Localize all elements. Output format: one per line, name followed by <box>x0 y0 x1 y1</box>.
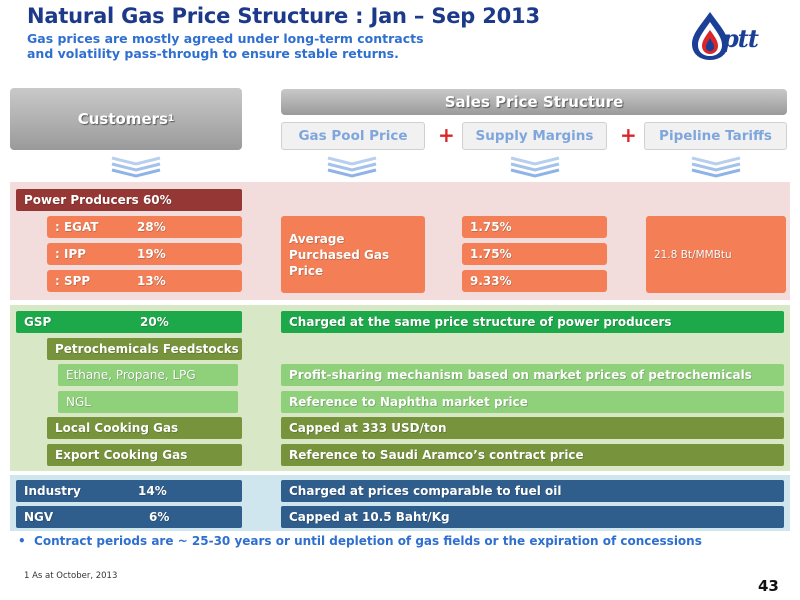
ngl: NGL <box>58 391 238 413</box>
customers-footnote-marker: 1 <box>167 114 175 124</box>
ngv-note: Capped at 10.5 Baht/Kg <box>281 506 784 528</box>
plus-sign-2: + <box>620 123 637 147</box>
gsp-row: GSP 20% <box>16 311 242 333</box>
chevron-down-icon <box>510 156 560 178</box>
contract-period-bullet: • Contract periods are ~ 25-30 years or … <box>18 534 702 548</box>
ethane-propane-lpg-note: Profit-sharing mechanism based on market… <box>281 364 784 386</box>
power-producers-header: Power Producers 60% <box>16 189 242 211</box>
ngv-row: NGV 6% <box>16 506 242 528</box>
ipp-supply-margin: 1.75% <box>462 243 607 265</box>
page-title: Natural Gas Price Structure : Jan – Sep … <box>27 4 540 28</box>
ngv-share: 6% <box>149 510 170 524</box>
ngv-label: NGV <box>24 510 54 524</box>
chevron-down-icon <box>111 156 161 178</box>
chevron-down-icon <box>327 156 377 178</box>
spp-row: : SPP 13% <box>47 270 242 292</box>
gsp-label: GSP <box>24 315 52 329</box>
local-cooking-gas: Local Cooking Gas <box>47 417 242 439</box>
average-purchased-gas-price: Average Purchased Gas Price <box>281 216 425 293</box>
subtitle-line-2: and volatility pass-through to ensure st… <box>27 46 399 61</box>
pipeline-tariffs-header: Pipeline Tariffs <box>644 122 787 150</box>
supply-margins-header: Supply Margins <box>462 122 607 150</box>
gsp-price-note: Charged at the same price structure of p… <box>281 311 784 333</box>
chevron-down-icon <box>691 156 741 178</box>
egat-label: : EGAT <box>55 220 99 234</box>
plus-sign-1: + <box>438 123 455 147</box>
ptt-flame-logo-icon <box>692 12 728 60</box>
industry-label: Industry <box>24 484 81 498</box>
egat-row: : EGAT 28% <box>47 216 242 238</box>
egat-share: 28% <box>137 220 166 234</box>
logo-text: ptt <box>722 24 759 53</box>
industry-row: Industry 14% <box>16 480 242 502</box>
export-cooking-gas: Export Cooking Gas <box>47 444 242 466</box>
footnote: 1 As at October, 2013 <box>24 571 118 581</box>
local-cooking-gas-note: Capped at 333 USD/ton <box>281 417 784 439</box>
gsp-share: 20% <box>140 315 169 329</box>
bullet-text: Contract periods are ~ 25-30 years or un… <box>34 534 702 548</box>
export-cooking-gas-note: Reference to Saudi Aramco’s contract pri… <box>281 444 784 466</box>
page-number: 43 <box>758 577 779 595</box>
subtitle-line-1: Gas prices are mostly agreed under long-… <box>27 31 424 46</box>
customers-label: Customers <box>77 110 168 128</box>
ngl-note: Reference to Naphtha market price <box>281 391 784 413</box>
customers-header: Customers 1 <box>10 88 242 150</box>
egat-supply-margin: 1.75% <box>462 216 607 238</box>
spp-supply-margin: 9.33% <box>462 270 607 292</box>
ipp-share: 19% <box>137 247 166 261</box>
bullet-dot-icon: • <box>18 534 35 548</box>
petrochemicals-feedstocks: Petrochemicals Feedstocks <box>47 338 242 360</box>
industry-note: Charged at prices comparable to fuel oil <box>281 480 784 502</box>
industry-share: 14% <box>138 484 167 498</box>
spp-share: 13% <box>137 274 166 288</box>
spp-label: : SPP <box>55 274 91 288</box>
sales-price-structure-header: Sales Price Structure <box>281 89 787 115</box>
ipp-row: : IPP 19% <box>47 243 242 265</box>
ethane-propane-lpg: Ethane, Propane, LPG <box>58 364 238 386</box>
ipp-label: : IPP <box>55 247 87 261</box>
page-subtitle: Gas prices are mostly agreed under long-… <box>27 31 424 61</box>
gas-pool-price-header: Gas Pool Price <box>281 122 425 150</box>
pipeline-tariff-value: 21.8 Bt/MMBtu <box>646 216 786 293</box>
